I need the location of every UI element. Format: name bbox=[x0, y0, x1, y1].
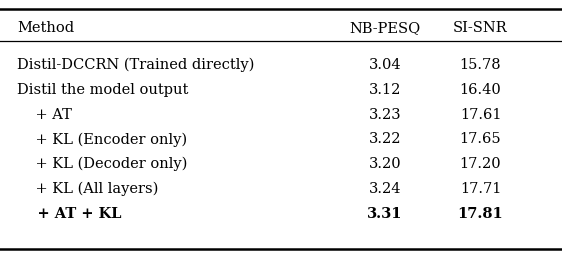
Text: + KL (Decoder only): + KL (Decoder only) bbox=[17, 157, 187, 171]
Text: SI-SNR: SI-SNR bbox=[453, 21, 508, 35]
Text: 3.23: 3.23 bbox=[369, 108, 401, 122]
Text: 17.71: 17.71 bbox=[460, 182, 501, 196]
Text: Method: Method bbox=[17, 21, 74, 35]
Text: 17.65: 17.65 bbox=[460, 132, 501, 146]
Text: 3.24: 3.24 bbox=[369, 182, 401, 196]
Text: 3.04: 3.04 bbox=[369, 58, 401, 72]
Text: + AT: + AT bbox=[17, 108, 72, 122]
Text: 3.22: 3.22 bbox=[369, 132, 401, 146]
Text: 3.20: 3.20 bbox=[369, 157, 401, 171]
Text: + KL (Encoder only): + KL (Encoder only) bbox=[17, 132, 187, 147]
Text: 17.20: 17.20 bbox=[460, 157, 501, 171]
Text: Distil the model output: Distil the model output bbox=[17, 83, 188, 97]
Text: + AT + KL: + AT + KL bbox=[17, 207, 121, 221]
Text: 17.81: 17.81 bbox=[457, 207, 504, 221]
Text: NB-PESQ: NB-PESQ bbox=[350, 21, 420, 35]
Text: 3.12: 3.12 bbox=[369, 83, 401, 97]
Text: 17.61: 17.61 bbox=[460, 108, 501, 122]
Text: Distil-DCCRN (Trained directly): Distil-DCCRN (Trained directly) bbox=[17, 58, 254, 72]
Text: 16.40: 16.40 bbox=[460, 83, 501, 97]
Text: 15.78: 15.78 bbox=[460, 58, 501, 72]
Text: 3.31: 3.31 bbox=[367, 207, 403, 221]
Text: + KL (All layers): + KL (All layers) bbox=[17, 182, 158, 196]
